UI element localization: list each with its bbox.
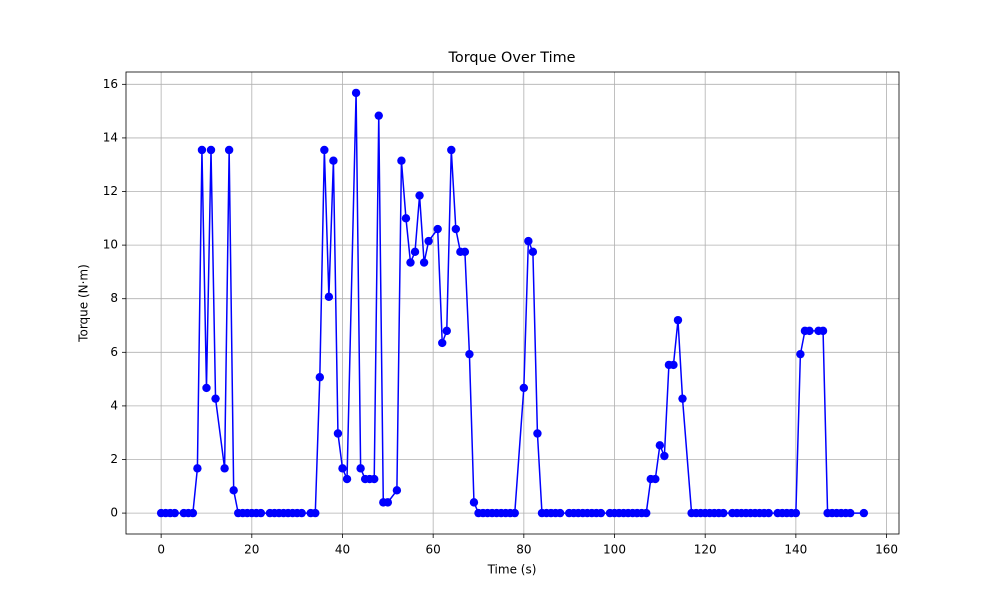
data-point — [342, 474, 352, 484]
y-tick-label: 16 — [103, 77, 118, 91]
data-point — [315, 373, 325, 382]
x-tick-label: 0 — [157, 543, 165, 557]
x-axis-label: Time (s) — [487, 563, 537, 577]
data-point — [220, 464, 229, 473]
data-point — [410, 247, 420, 257]
data-point — [401, 214, 411, 223]
data-point — [383, 498, 393, 507]
data-point — [311, 508, 320, 518]
data-point — [519, 383, 529, 393]
data-point — [206, 145, 216, 155]
data-point — [324, 292, 334, 302]
data-point — [673, 315, 683, 325]
data-point — [433, 224, 442, 234]
data-point — [397, 156, 406, 165]
data-point — [791, 508, 801, 518]
y-axis-label: Torque (N·m) — [77, 264, 91, 343]
data-point — [320, 145, 329, 155]
data-point — [297, 508, 306, 518]
data-point — [719, 508, 728, 518]
data-point — [351, 88, 361, 98]
y-tick-label: 8 — [110, 291, 118, 305]
data-point — [451, 224, 461, 234]
x-tick-label: 20 — [244, 543, 259, 557]
data-point — [818, 326, 828, 336]
data-point — [678, 394, 687, 403]
data-point — [193, 464, 202, 473]
data-point — [465, 349, 474, 359]
y-tick-label: 0 — [110, 506, 118, 520]
data-point — [555, 508, 565, 518]
data-point — [460, 247, 470, 257]
data-point — [211, 394, 220, 403]
data-point — [764, 508, 773, 518]
data-point — [524, 236, 533, 246]
data-point — [533, 429, 542, 438]
data-point — [669, 360, 678, 370]
x-tick-label: 80 — [516, 543, 531, 557]
y-tick-label: 12 — [103, 184, 118, 198]
chart-title: Torque Over Time — [448, 50, 576, 66]
data-point — [796, 349, 805, 359]
data-point — [642, 508, 651, 518]
y-tick-label: 2 — [110, 452, 118, 466]
x-tick-label: 160 — [875, 543, 898, 557]
y-tick-label: 6 — [110, 345, 118, 359]
x-tick-label: 60 — [426, 543, 441, 557]
data-point — [660, 451, 669, 461]
data-point — [510, 508, 519, 518]
data-point — [229, 486, 238, 495]
data-point — [392, 486, 402, 495]
data-point — [846, 508, 855, 518]
y-tick-label: 14 — [103, 130, 118, 144]
y-tick-label: 4 — [110, 398, 118, 412]
data-point — [424, 236, 433, 246]
data-point — [202, 383, 211, 393]
data-point — [356, 464, 365, 473]
x-tick-label: 120 — [694, 543, 717, 557]
data-point — [469, 498, 479, 507]
data-point — [442, 326, 451, 336]
data-point — [596, 508, 606, 518]
data-point — [224, 145, 234, 155]
data-point — [256, 508, 266, 518]
plot-frame — [125, 71, 900, 535]
data-point — [197, 145, 207, 155]
data-point — [333, 429, 343, 438]
data-point — [406, 258, 415, 267]
data-point — [338, 464, 347, 473]
data-point — [528, 247, 538, 257]
data-point — [419, 258, 429, 267]
data-point — [329, 156, 338, 165]
data-point — [415, 191, 424, 200]
data-point — [655, 441, 665, 450]
data-point — [374, 111, 383, 120]
data-point — [859, 508, 869, 518]
data-point — [805, 326, 814, 336]
data-point — [447, 145, 456, 155]
data-point — [370, 474, 379, 484]
x-tick-label: 40 — [335, 543, 350, 557]
x-tick-label: 140 — [784, 543, 807, 557]
x-tick-label: 100 — [603, 543, 626, 557]
data-point — [438, 338, 447, 348]
data-point — [651, 474, 660, 484]
data-point — [188, 508, 198, 518]
y-tick-label: 10 — [103, 238, 118, 252]
data-point — [170, 508, 179, 518]
